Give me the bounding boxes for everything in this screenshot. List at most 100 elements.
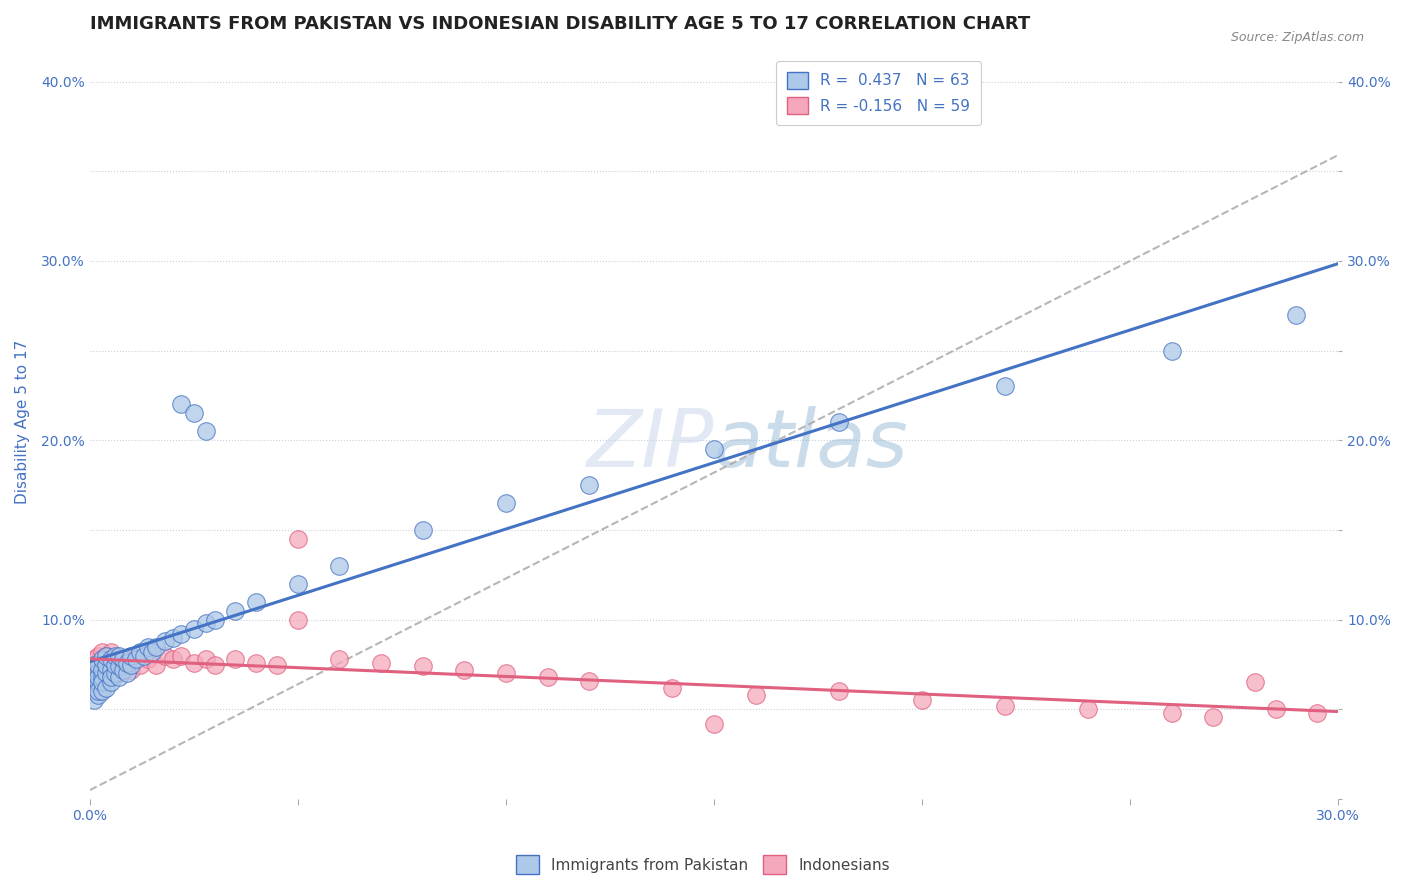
Point [108,670,131,684]
Point [112,663,135,677]
Point [108,659,131,673]
Point [117,656,139,670]
Point [328,558,350,573]
Point [100,663,122,677]
Point [828,416,851,430]
Point [87,675,110,690]
Point [87,670,110,684]
Point [124,652,146,666]
Point [120,648,142,663]
Point [100,666,122,681]
Point [1160,343,1182,358]
Point [91,663,114,677]
Point [183,656,205,670]
Point [91,645,114,659]
Point [744,688,766,702]
Point [128,657,150,672]
Point [245,656,267,670]
Point [104,657,127,672]
Point [108,648,131,663]
Point [83,657,105,672]
Point [120,652,142,666]
Point [495,666,517,681]
Point [100,670,122,684]
Point [96,648,118,663]
Point [703,442,725,457]
Point [1202,709,1225,723]
Point [96,670,118,684]
Point [83,670,105,684]
Point [153,648,176,663]
Point [112,652,135,666]
Point [170,648,193,663]
Point [495,496,517,510]
Point [245,595,267,609]
Point [911,693,934,707]
Point [96,657,118,672]
Point [162,631,184,645]
Point [87,684,110,698]
Point [120,663,142,677]
Point [87,648,110,663]
Point [1264,702,1286,716]
Point [153,634,176,648]
Point [1160,706,1182,720]
Point [100,652,122,666]
Point [412,659,434,673]
Point [83,675,105,690]
Point [96,666,118,681]
Point [828,684,851,698]
Point [195,652,218,666]
Point [83,693,105,707]
Point [287,576,309,591]
Point [104,652,127,666]
Point [266,657,288,672]
Y-axis label: Disability Age 5 to 17: Disability Age 5 to 17 [15,340,30,505]
Point [100,645,122,659]
Text: IMMIGRANTS FROM PAKISTAN VS INDONESIAN DISABILITY AGE 5 TO 17 CORRELATION CHART: IMMIGRANTS FROM PAKISTAN VS INDONESIAN D… [90,15,1031,33]
Point [128,645,150,659]
Point [83,652,105,666]
Point [1077,702,1099,716]
Point [83,666,105,681]
Point [100,675,122,690]
Point [108,666,131,681]
Point [112,652,135,666]
Point [91,670,114,684]
Point [87,688,110,702]
Point [87,675,110,690]
Legend: Immigrants from Pakistan, Indonesians: Immigrants from Pakistan, Indonesians [510,849,896,880]
Point [87,657,110,672]
Text: ZIP: ZIP [586,406,714,484]
Point [224,604,246,618]
Point [117,659,139,673]
Point [703,716,725,731]
Point [91,675,114,690]
Point [287,532,309,546]
Point [91,675,114,690]
Point [141,645,163,659]
Point [195,425,218,439]
Point [91,652,114,666]
Point [83,663,105,677]
Point [91,684,114,698]
Point [1306,706,1329,720]
Point [994,379,1017,393]
Point [578,478,600,492]
Point [91,663,114,677]
Point [145,657,167,672]
Point [1285,308,1308,322]
Point [96,657,118,672]
Point [661,681,683,695]
Point [96,648,118,663]
Point [183,406,205,420]
Point [136,640,159,654]
Point [994,698,1017,713]
Point [87,666,110,681]
Point [112,663,135,677]
Point [287,613,309,627]
Point [117,666,139,681]
Point [170,627,193,641]
Point [91,652,114,666]
Text: atlas: atlas [714,406,908,484]
